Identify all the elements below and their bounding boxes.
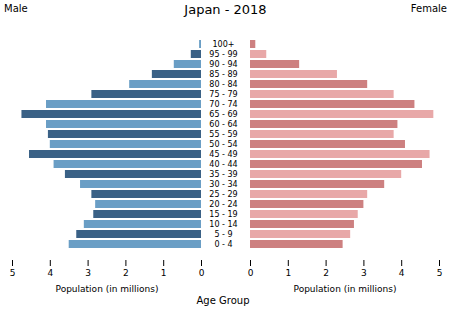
svg-text:70 - 74: 70 - 74 bbox=[209, 100, 237, 109]
svg-text:4: 4 bbox=[47, 268, 53, 278]
svg-text:30 - 34: 30 - 34 bbox=[209, 180, 237, 189]
svg-text:100+: 100+ bbox=[213, 40, 235, 49]
svg-text:0: 0 bbox=[248, 268, 254, 278]
svg-text:4: 4 bbox=[399, 268, 405, 278]
svg-text:5: 5 bbox=[437, 268, 443, 278]
svg-text:80 - 84: 80 - 84 bbox=[209, 80, 237, 89]
svg-text:75 - 79: 75 - 79 bbox=[209, 90, 237, 99]
svg-text:10 - 14: 10 - 14 bbox=[209, 220, 237, 229]
svg-text:40 - 44: 40 - 44 bbox=[209, 160, 237, 169]
svg-text:3: 3 bbox=[85, 268, 91, 278]
html-text:Female: Female bbox=[410, 3, 447, 14]
svg-text:65 - 69: 65 - 69 bbox=[209, 110, 237, 119]
svg-text:15 - 19: 15 - 19 bbox=[209, 210, 237, 219]
svg-text:50 - 54: 50 - 54 bbox=[209, 140, 237, 149]
html-text:Age Group: Age Group bbox=[196, 295, 250, 306]
svg-text:20 - 24: 20 - 24 bbox=[209, 200, 237, 209]
html-text:Male: Male bbox=[4, 3, 28, 14]
html-text:Japan - 2018: Japan - 2018 bbox=[184, 2, 267, 17]
svg-text:0: 0 bbox=[199, 268, 205, 278]
svg-text:Population (in millions): Population (in millions) bbox=[294, 284, 397, 294]
svg-text:1: 1 bbox=[161, 268, 167, 278]
svg-text:1: 1 bbox=[285, 268, 291, 278]
svg-text:45 - 49: 45 - 49 bbox=[209, 150, 237, 159]
svg-text:60 - 64: 60 - 64 bbox=[209, 120, 237, 129]
svg-text:3: 3 bbox=[361, 268, 367, 278]
svg-text:35 - 39: 35 - 39 bbox=[209, 170, 237, 179]
svg-text:5 - 9: 5 - 9 bbox=[214, 230, 232, 239]
svg-text:0 - 4: 0 - 4 bbox=[214, 240, 232, 249]
svg-text:85 - 89: 85 - 89 bbox=[209, 70, 237, 79]
svg-text:5: 5 bbox=[10, 268, 16, 278]
svg-text:Population (in millions): Population (in millions) bbox=[56, 284, 159, 294]
svg-text:2: 2 bbox=[123, 268, 129, 278]
svg-text:95 - 99: 95 - 99 bbox=[209, 50, 237, 59]
svg-text:55 - 59: 55 - 59 bbox=[209, 130, 237, 139]
svg-text:25 - 29: 25 - 29 bbox=[209, 190, 237, 199]
svg-text:90 - 94: 90 - 94 bbox=[209, 60, 237, 69]
svg-text:2: 2 bbox=[323, 268, 329, 278]
